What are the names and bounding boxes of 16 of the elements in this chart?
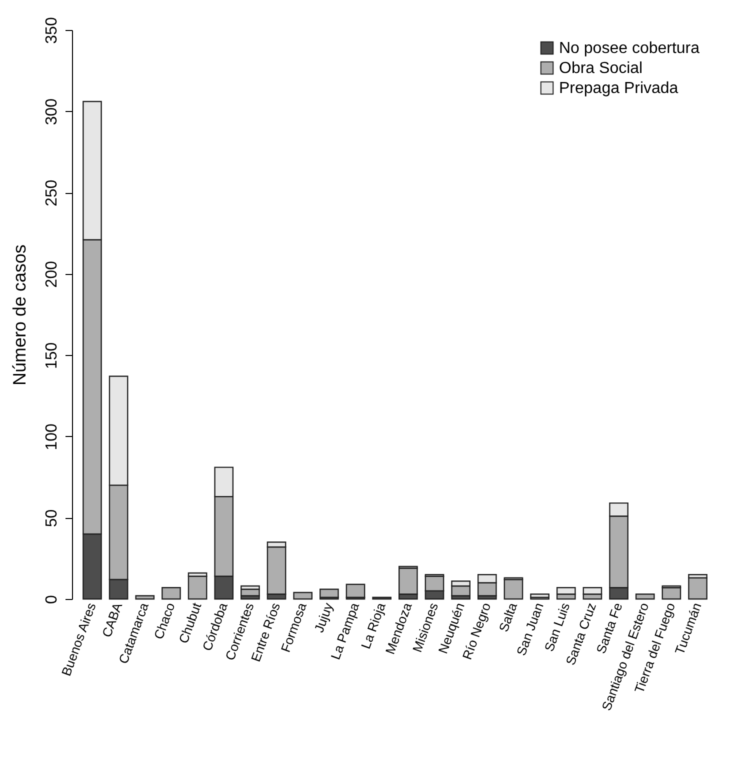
x-tick-label: Salta bbox=[496, 600, 520, 634]
x-tick-label: Chaco bbox=[150, 600, 178, 642]
y-tick-label: 150 bbox=[44, 342, 60, 369]
legend-label: No posee cobertura bbox=[559, 40, 700, 57]
y-tick-label: 0 bbox=[44, 594, 60, 604]
legend-label: Obra Social bbox=[559, 60, 643, 77]
legend-label: Prepaga Privada bbox=[559, 80, 678, 97]
x-tick-label: Chubut bbox=[176, 600, 204, 646]
x-tick-label: Jujuy bbox=[311, 600, 336, 634]
y-tick-label: 250 bbox=[44, 180, 60, 206]
y-tick-label: 200 bbox=[44, 260, 60, 288]
y-tick-label: 50 bbox=[44, 509, 60, 528]
y-tick-label: 300 bbox=[44, 98, 60, 126]
y-tick-label: 350 bbox=[44, 17, 60, 44]
y-tick-label: 100 bbox=[44, 423, 60, 450]
y-axis-title: Número de casos bbox=[10, 244, 30, 386]
